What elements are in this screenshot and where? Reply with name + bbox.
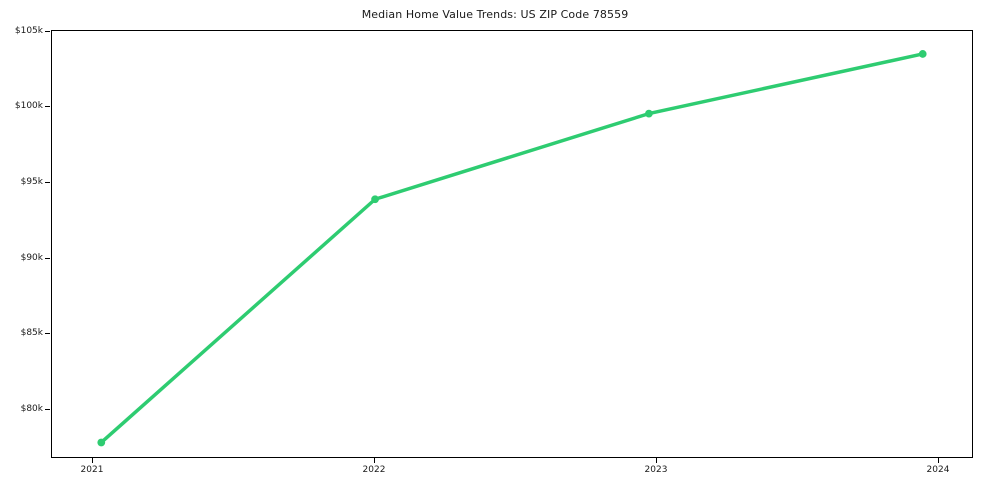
y-tick-mark: [45, 106, 50, 107]
x-tick-mark: [92, 458, 93, 463]
y-tick-label: $90k: [20, 253, 43, 263]
x-tick-mark: [938, 458, 939, 463]
data-point-marker: [371, 195, 379, 204]
y-tick-label: $80k: [20, 404, 43, 414]
y-tick-mark: [45, 333, 50, 334]
y-axis-tick-labels: $105k $100k $95k $90k $85k $80k: [0, 0, 43, 490]
line-series-svg: [97, 50, 927, 447]
data-point-marker: [97, 438, 106, 447]
series-line-median-home-value: [99, 52, 925, 445]
data-point-marker: [918, 50, 927, 58]
y-tick-mark: [45, 182, 50, 183]
chart-title: Median Home Value Trends: US ZIP Code 78…: [361, 8, 629, 21]
y-tick-mark: [45, 258, 50, 259]
x-tick-label: 2021: [80, 465, 104, 475]
x-tick-label: 2022: [362, 465, 386, 475]
x-tick-mark: [656, 458, 657, 463]
y-tick-label: $85k: [20, 328, 43, 338]
plot-area: [51, 30, 973, 458]
y-tick-label: $95k: [20, 177, 43, 187]
x-tick-label: 2023: [644, 465, 668, 475]
y-tick-mark: [45, 409, 50, 410]
x-tick-label: 2024: [926, 465, 950, 475]
series-markers: [97, 50, 927, 447]
y-tick-label: $105k: [14, 26, 43, 36]
data-point-marker: [645, 109, 653, 118]
x-tick-mark: [374, 458, 375, 463]
y-tick-mark: [45, 31, 50, 32]
y-tick-label: $100k: [14, 101, 43, 111]
